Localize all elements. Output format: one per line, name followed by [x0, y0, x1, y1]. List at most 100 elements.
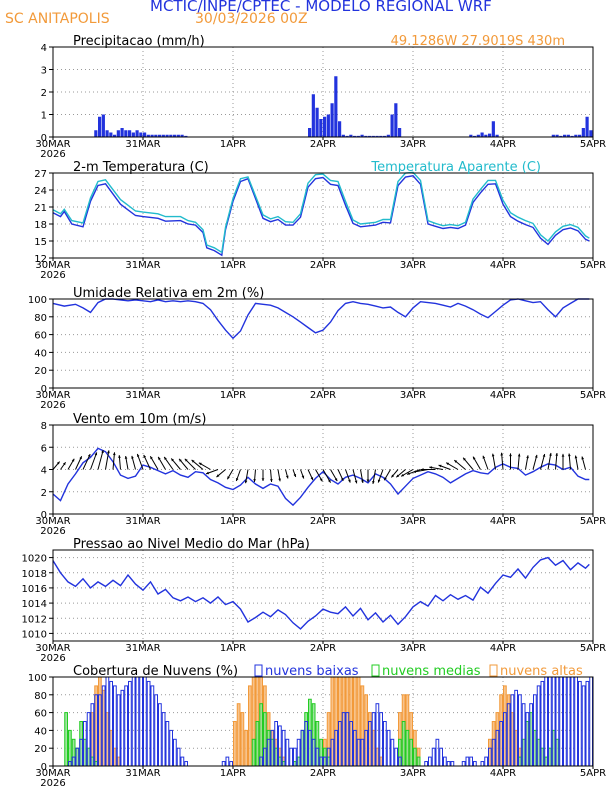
precip-bar	[154, 134, 158, 137]
wind-arrow-head	[549, 452, 552, 456]
y-tick-label: 0	[41, 762, 47, 773]
x-tick-label: 3APR	[400, 390, 426, 401]
precip-bar	[184, 135, 188, 137]
y-tick-label: 6	[41, 443, 47, 454]
y-tick-label: 24	[34, 186, 47, 197]
precip-bar	[356, 135, 360, 137]
x-tick-label: 30MAR	[35, 260, 70, 271]
precip-bar	[345, 135, 349, 137]
cloud-bar-nuvens-baixas	[229, 761, 233, 767]
cloud-bar-nuvens-baixas	[544, 676, 548, 767]
wind-arrow	[143, 454, 151, 470]
series-line-main	[52, 175, 590, 257]
y-tick-label: 60	[34, 331, 47, 342]
x-tick-label: 5APR	[580, 516, 606, 527]
x-tick-label: 30MAR	[35, 139, 70, 150]
y-tick-label: 3	[41, 66, 47, 77]
precip-bar	[559, 135, 563, 137]
legend-swatch	[489, 664, 498, 677]
precip-bar	[169, 134, 173, 137]
wind-arrow-head	[136, 453, 140, 457]
wind-arrow-head	[206, 471, 210, 475]
precip-bar	[113, 134, 117, 137]
cloud-bar-nuvens-baixas	[169, 729, 173, 767]
wind-arrow	[112, 452, 116, 470]
wind-arrow-head	[269, 479, 273, 482]
run-date-label: 30/03/2026 00Z	[195, 11, 308, 27]
precip-bar	[585, 116, 589, 137]
precip-bar	[330, 103, 334, 137]
cloud-bar-nuvens-baixas	[394, 747, 398, 767]
y-tick-label: 0	[41, 384, 47, 395]
y-tick-label: 1018	[22, 569, 47, 580]
x-tick-label: 3APR	[400, 139, 426, 150]
wind-arrow-head	[361, 480, 364, 483]
wind-arrow	[492, 453, 496, 470]
x-tick-label: 31MAR	[125, 768, 160, 779]
legend-apparent-temperature: Temperatura Aparente (C)	[370, 160, 541, 175]
wind-arrow-head	[131, 455, 134, 459]
y-tick-label: 1	[41, 111, 47, 122]
cloud-bar-nuvens-medias	[409, 738, 413, 767]
wind-arrow	[501, 452, 504, 470]
x-tick-label: 30MAR	[35, 390, 70, 401]
wind-arrow-head	[285, 475, 289, 479]
wind-arrow-head	[555, 453, 559, 456]
precip-bar	[353, 135, 357, 137]
x-tick-label: 5APR	[580, 390, 606, 401]
precip-bar	[128, 130, 132, 137]
wind-arrow-head	[446, 462, 450, 466]
wind-arrow-head	[261, 478, 265, 482]
precip-bar	[375, 135, 379, 137]
precip-bar	[394, 103, 398, 137]
precip-bar	[495, 134, 499, 137]
wind-arrow-head	[101, 450, 104, 453]
panel-title: Precipitacao (mm/h)	[73, 34, 205, 49]
cloud-bar-nuvens-altas	[233, 721, 237, 767]
precip-bar	[491, 121, 495, 137]
wind-arrow-head	[526, 455, 529, 459]
cloud-bar-nuvens-baixas	[386, 729, 391, 767]
y-tick-label: 2	[41, 488, 47, 499]
x-tick-label: 1APR	[220, 516, 246, 527]
wind-arrow-head	[164, 456, 167, 460]
x-tick-label: 1APR	[220, 139, 246, 150]
wind-arrow	[136, 453, 144, 470]
y-tick-label: 18	[34, 220, 47, 231]
legend-nuvens-baixas: nuvens baixas	[265, 664, 359, 679]
x-tick-label: 3APR	[400, 516, 426, 527]
precip-bar	[176, 134, 180, 137]
series-line-main	[52, 298, 590, 340]
panel-frame	[52, 549, 594, 642]
precip-bar	[180, 134, 184, 137]
y-tick-label: 15	[34, 237, 47, 248]
cloud-bar-nuvens-baixas	[431, 747, 436, 767]
legend-nuvens-altas: nuvens altas	[500, 664, 583, 679]
chart-main-title: MCTIC/INPE/CPTEC - MODELO REGIONAL WRF	[150, 0, 492, 15]
cloud-bar-nuvens-baixas	[461, 761, 466, 767]
cloud-bar-nuvens-medias	[401, 721, 406, 767]
x-year-label: 2026	[40, 653, 65, 664]
wind-arrow-head	[413, 470, 416, 474]
y-tick-label: 2	[41, 88, 47, 99]
y-tick-label: 0	[41, 510, 47, 521]
precip-bar	[563, 134, 567, 137]
y-tick-label: 1016	[22, 584, 47, 595]
wind-arrow-head	[71, 458, 75, 462]
cloud-bar-nuvens-baixas	[161, 712, 166, 767]
legend-swatch	[254, 664, 263, 677]
cloud-bar-nuvens-baixas	[383, 721, 387, 767]
wind-arrow-head	[561, 453, 565, 457]
cloud-bar-nuvens-baixas	[465, 756, 470, 767]
panel-title: Vento em 10m (m/s)	[73, 412, 206, 427]
cloud-bar-nuvens-baixas	[225, 756, 230, 767]
precip-bar	[101, 114, 105, 137]
x-tick-label: 30MAR	[35, 516, 70, 527]
cloud-bar-nuvens-baixas	[469, 756, 473, 767]
wind-arrow-head	[56, 461, 60, 465]
precip-bar	[131, 132, 135, 137]
y-tick-label: 80	[34, 691, 47, 702]
cloud-bar-nuvens-medias	[413, 747, 417, 767]
precip-bar	[323, 116, 327, 137]
cloud-bar-nuvens-baixas	[428, 756, 432, 767]
